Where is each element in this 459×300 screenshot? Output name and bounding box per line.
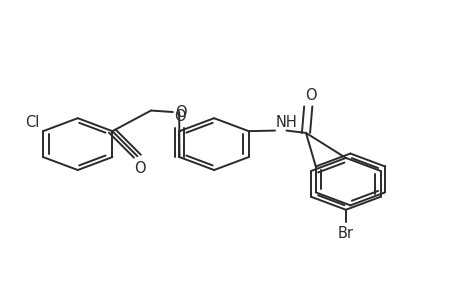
Text: NH: NH <box>275 115 297 130</box>
Text: O: O <box>174 104 186 119</box>
Text: Br: Br <box>337 226 353 241</box>
Text: Cl: Cl <box>25 115 39 130</box>
Text: O: O <box>134 161 145 176</box>
Text: O: O <box>304 88 316 103</box>
Text: O: O <box>173 109 185 124</box>
